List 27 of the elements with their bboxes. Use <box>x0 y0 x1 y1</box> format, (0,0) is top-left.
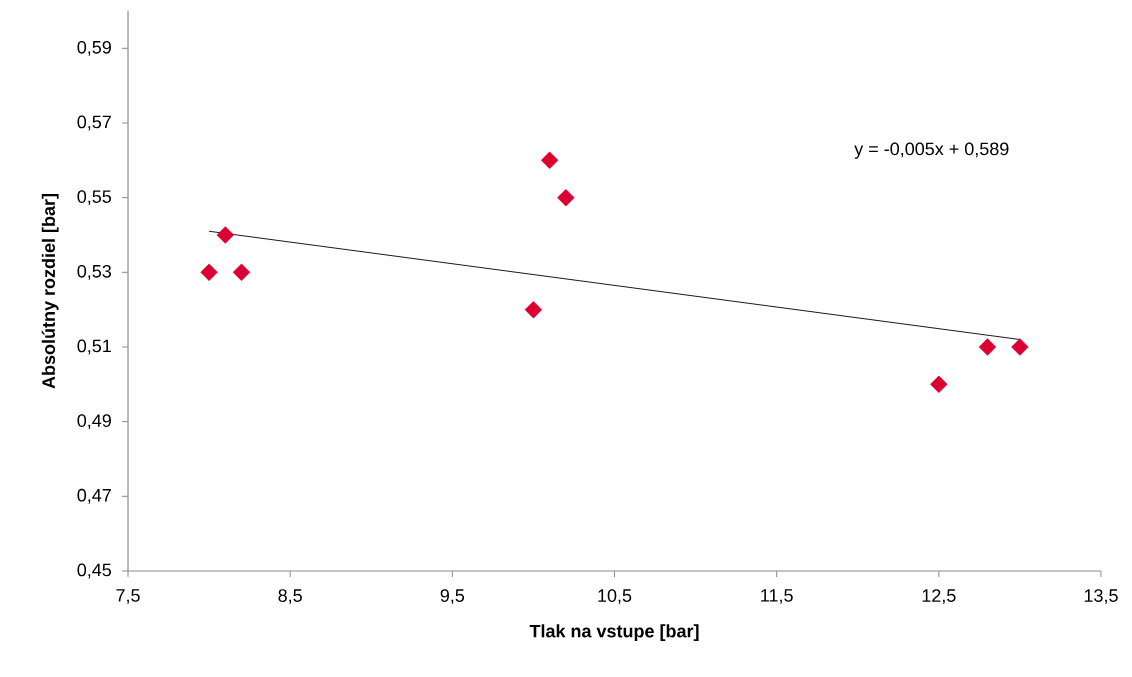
point <box>978 338 997 356</box>
x-tick-label: 9,5 <box>440 589 465 605</box>
y-tick-label: 0,57 <box>77 115 111 131</box>
y-tick-label: 0,49 <box>77 414 111 430</box>
x-tick-label: 8,5 <box>278 589 302 605</box>
x-tick-label: 10,5 <box>598 589 632 605</box>
point <box>557 188 575 207</box>
y-tick-label: 0,59 <box>77 40 111 56</box>
point <box>540 151 559 170</box>
point <box>1011 338 1029 356</box>
y-tick-label: 0,45 <box>77 563 112 579</box>
y-tick-label: 0,55 <box>77 190 112 206</box>
annotation: y = -0,005x + 0,589 <box>854 142 1009 159</box>
y-tick-label: 0,51 <box>77 339 111 355</box>
point <box>930 375 948 394</box>
x-tick-label: 12,5 <box>922 589 956 605</box>
x-tick-label: 11,5 <box>761 589 793 604</box>
y-tick-label: 0,53 <box>77 264 112 280</box>
point <box>216 226 234 244</box>
x-tick-label: 13,5 <box>1084 589 1118 605</box>
y-tick-label: 0,47 <box>77 488 111 504</box>
x-axis-title: Tlak na vstupe [bar] <box>529 624 699 642</box>
point <box>232 263 251 282</box>
x-tick-label: 7,5 <box>116 589 140 604</box>
y-axis-title: Absolútny rozdiel [bar] <box>41 194 59 389</box>
point <box>524 300 543 319</box>
point <box>200 263 218 282</box>
